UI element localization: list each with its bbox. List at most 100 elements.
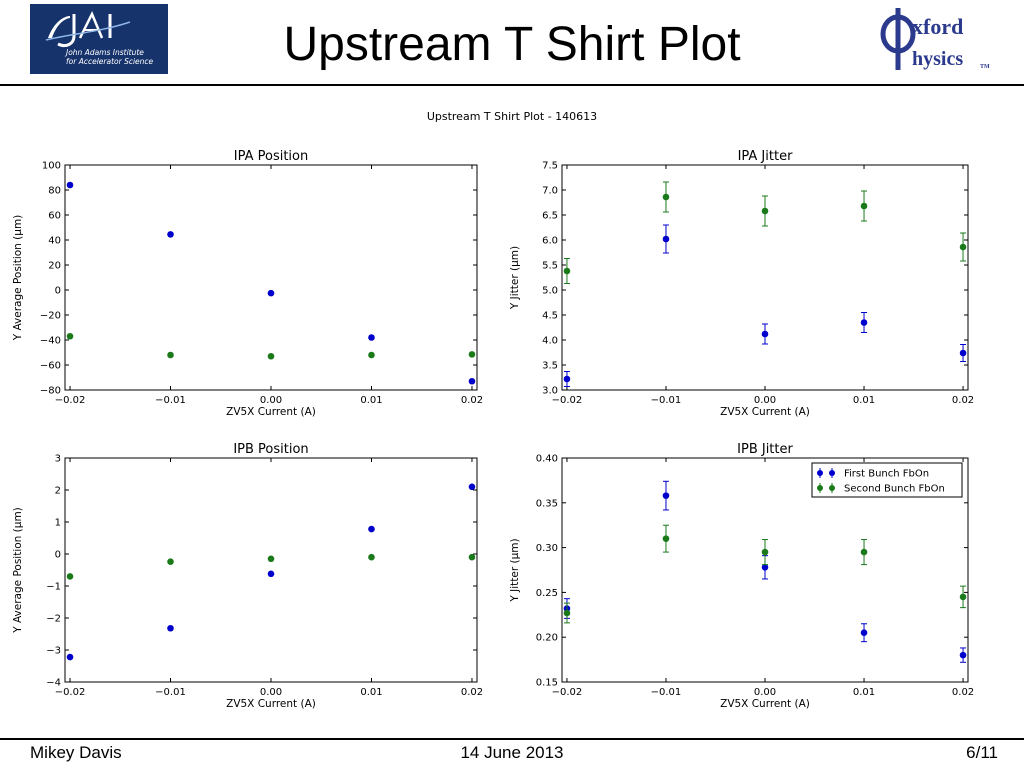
data-point-series-1 — [66, 181, 74, 189]
data-point-series-2 — [860, 548, 868, 556]
data-point-series-1 — [167, 624, 174, 632]
x-tick-label: 0.00 — [754, 395, 776, 406]
data-point-series-2 — [662, 535, 670, 542]
x-tick-label: 0.02 — [461, 687, 483, 698]
data-point-series-1 — [761, 564, 769, 571]
legend-label: Second Bunch FbOn — [844, 484, 945, 495]
x-axis-label: ZV5X Current (A) — [720, 698, 810, 710]
data-point-series-2 — [368, 351, 375, 359]
y-tick-label: −4 — [46, 678, 61, 689]
y-axis-label: Y Average Position (μm) — [12, 215, 24, 342]
data-point-series-1 — [468, 377, 476, 385]
data-point-series-2 — [563, 267, 571, 275]
data-point-series-2 — [761, 548, 769, 556]
data-point-series-2 — [468, 553, 476, 561]
data-point-series-2 — [563, 609, 571, 617]
physics-word: hysics — [912, 48, 964, 70]
x-tick-label: 0.00 — [260, 395, 282, 406]
phi-icon — [880, 8, 916, 70]
y-tick-label: 2 — [55, 486, 61, 497]
legend-marker — [829, 485, 835, 491]
data-point-series-2 — [368, 553, 375, 561]
x-tick-label: 0.01 — [853, 395, 875, 406]
legend-marker — [817, 470, 823, 476]
oxford-physics-logo: xford hysics TM — [878, 4, 996, 78]
y-axis-label: Y Jitter (μm) — [509, 246, 521, 310]
x-tick-label: 0.01 — [360, 687, 382, 698]
y-tick-label: 40 — [48, 236, 61, 247]
data-point-series-2 — [66, 332, 74, 340]
data-point-series-1 — [662, 235, 670, 243]
y-tick-label: 7.0 — [542, 186, 558, 197]
jai-emblem-icon — [45, 10, 131, 48]
footer-date: 14 June 2013 — [460, 743, 564, 762]
oxford-word: xford — [912, 14, 964, 39]
data-point-series-1 — [959, 651, 967, 659]
y-tick-label: 0.35 — [536, 498, 558, 509]
y-tick-label: 6.0 — [542, 236, 558, 247]
legend-label: First Bunch FbOn — [844, 469, 929, 480]
y-tick-label: 20 — [48, 261, 61, 272]
data-point-series-1 — [860, 629, 868, 637]
data-point-series-1 — [662, 492, 670, 499]
x-tick-label: 0.00 — [260, 687, 282, 698]
data-point-series-1 — [959, 349, 967, 357]
data-point-series-2 — [959, 593, 967, 601]
jai-logo-line1: John Adams Institute — [66, 48, 144, 57]
y-tick-label: 0.15 — [536, 678, 558, 689]
y-tick-label: 60 — [48, 211, 61, 222]
x-tick-label: 0.01 — [853, 687, 875, 698]
x-tick-label: −0.01 — [651, 687, 682, 698]
y-tick-label: −40 — [40, 336, 61, 347]
y-tick-label: −3 — [46, 646, 61, 657]
footer-page-number: 6/11 — [966, 743, 998, 762]
y-tick-label: 0.40 — [536, 454, 558, 465]
data-point-series-1 — [267, 570, 275, 578]
data-point-series-2 — [267, 555, 275, 563]
y-axis-label: Y Average Position (μm) — [12, 507, 24, 634]
y-tick-label: 0 — [55, 550, 61, 561]
data-point-series-1 — [66, 653, 74, 661]
x-tick-label: −0.01 — [155, 687, 186, 698]
y-tick-label: 6.5 — [542, 211, 558, 222]
footer-rule — [0, 738, 1024, 740]
y-tick-label: 1 — [55, 518, 61, 529]
data-point-series-2 — [167, 558, 174, 565]
x-tick-label: 0.00 — [754, 687, 776, 698]
y-tick-label: 100 — [42, 161, 61, 172]
y-tick-label: 0.30 — [536, 543, 558, 554]
x-tick-label: 0.01 — [360, 395, 382, 406]
data-point-series-1 — [563, 375, 571, 383]
data-point-series-1 — [468, 483, 476, 491]
x-tick-label: −0.02 — [55, 395, 86, 406]
x-tick-label: 0.02 — [952, 687, 974, 698]
chart-title: IPB Jitter — [737, 442, 793, 457]
y-tick-label: 5.5 — [542, 261, 558, 272]
y-tick-label: 5.0 — [542, 286, 558, 297]
chart-title: IPB Position — [233, 442, 308, 457]
data-point-series-1 — [167, 231, 174, 238]
trademark: TM — [980, 64, 990, 70]
y-tick-label: −80 — [40, 386, 61, 397]
legend-box — [811, 462, 963, 498]
y-tick-label: 3 — [55, 454, 61, 465]
footer-author: Mikey Davis — [30, 743, 122, 762]
y-tick-label: 3.5 — [542, 361, 558, 372]
data-point-series-1 — [368, 334, 375, 341]
x-tick-label: 0.02 — [461, 395, 483, 406]
header-rule — [0, 84, 1024, 86]
y-tick-label: −60 — [40, 361, 61, 372]
y-tick-label: 80 — [48, 186, 61, 197]
x-axis-label: ZV5X Current (A) — [226, 698, 316, 710]
y-tick-label: 7.5 — [542, 161, 558, 172]
y-tick-label: −1 — [46, 582, 61, 593]
y-tick-label: −20 — [40, 311, 61, 322]
data-point-series-1 — [860, 319, 868, 326]
y-tick-label: 0.20 — [536, 633, 558, 644]
x-axis-label: ZV5X Current (A) — [720, 406, 810, 418]
x-tick-label: −0.02 — [552, 687, 583, 698]
data-point-series-2 — [959, 243, 967, 251]
data-point-series-2 — [662, 193, 670, 201]
plot-frame — [64, 457, 478, 683]
